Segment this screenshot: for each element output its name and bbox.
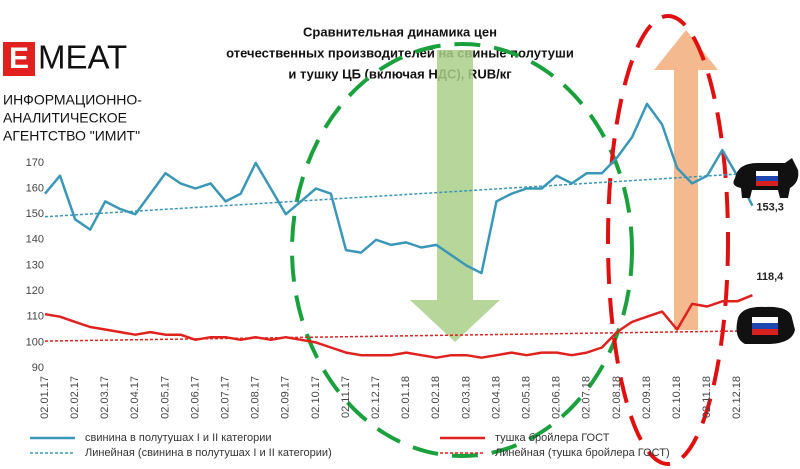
x-tick-label: 02.08.18 (611, 376, 623, 419)
logo-line: ИНФОРМАЦИОННО- (3, 92, 142, 108)
chart-title: Сравнительная динамика цен (303, 24, 497, 39)
y-tick-label: 130 (26, 259, 44, 271)
chart-title: и тушку ЦБ (включая НДС), RUB/кг (288, 66, 512, 81)
x-tick-label: 02.09.18 (641, 376, 653, 419)
y-tick-label: 100 (26, 336, 44, 348)
logo-letter: E (9, 42, 29, 75)
x-tick-label: 02.01.18 (400, 376, 412, 419)
y-tick-label: 110 (26, 311, 44, 323)
trend-line (44, 172, 753, 218)
x-tick-label: 02.06.18 (551, 376, 563, 419)
x-tick-label: 02.08.17 (250, 376, 262, 419)
logo-box (3, 42, 35, 76)
chart-title: отечественных производителей на свиные п… (226, 45, 574, 60)
y-tick-label: 140 (26, 234, 44, 246)
trend-line (44, 330, 753, 342)
y-tick-label: 90 (32, 362, 44, 374)
x-tick-label: 02.05.17 (159, 376, 171, 419)
series-line (44, 102, 754, 275)
x-tick-label: 02.01.17 (39, 376, 51, 419)
value-label: 118,4 (756, 271, 784, 283)
x-tick-label: 02.12.17 (370, 376, 382, 419)
x-tick-label: 02.03.17 (99, 376, 111, 419)
down-arrow (410, 50, 500, 342)
x-tick-label: 02.02.17 (69, 376, 81, 419)
x-tick-label: 02.04.18 (490, 376, 502, 419)
x-tick-label: 02.11.18 (701, 376, 713, 418)
x-tick-label: 02.05.18 (521, 376, 533, 419)
logo-line: АНАЛИТИЧЕСКОЕ (3, 110, 127, 126)
green-ellipse (290, 42, 634, 458)
legend-label: тушка бройлера ГОСТ (495, 432, 610, 444)
x-tick-label: 02.07.17 (220, 376, 232, 419)
series-line (44, 294, 753, 359)
y-tick-label: 120 (26, 285, 44, 297)
x-tick-label: 02.04.17 (129, 376, 141, 419)
x-tick-label: 02.06.17 (189, 376, 201, 419)
x-tick-label: 02.10.17 (310, 376, 322, 419)
x-tick-label: 02.03.18 (460, 376, 472, 419)
value-label: 153,3 (756, 202, 784, 214)
plot: 90 100 110 120 130 140 150 160 170 02.01.17 02.02.… (26, 102, 784, 419)
red-ellipse (606, 14, 730, 466)
x-tick-label: 02.12.18 (731, 376, 743, 419)
logo-word: MEAT (38, 39, 127, 76)
x-tick-label: 02.11.17 (340, 376, 352, 418)
legend-label: Линейная (тушка бройлера ГОСТ) (495, 447, 670, 459)
x-tick-label: 02.09.17 (280, 376, 292, 419)
legend-label: свинина в полутушах I и II категории (85, 432, 272, 444)
up-arrow (654, 30, 718, 330)
chicken-icon (736, 306, 795, 344)
y-tick-label: 170 (26, 157, 44, 169)
x-tick-label: 02.02.18 (430, 376, 442, 419)
x-tick-label: 02.07.18 (581, 376, 593, 419)
logo-line: АГЕНТСТВО "ИМИТ" (3, 128, 140, 144)
y-tick-label: 160 (26, 182, 44, 194)
y-tick-label: 150 (26, 208, 44, 220)
legend-label: Линейная (свинина в полутушах I и II кат… (85, 447, 332, 459)
x-tick-label: 02.10.18 (671, 376, 683, 419)
pig-icon (733, 158, 799, 198)
